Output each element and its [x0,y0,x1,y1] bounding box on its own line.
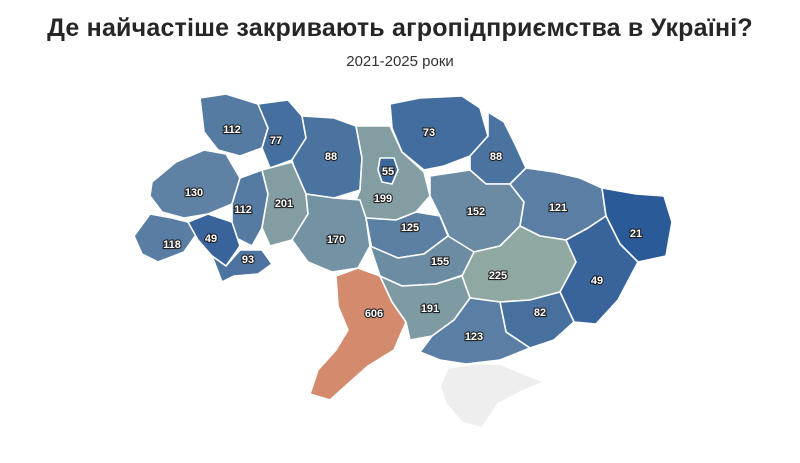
region-label-chernihiv: 73 [423,127,435,139]
region-label-lviv: 130 [185,187,203,199]
region-kherson [419,297,531,365]
region-label-ivano-frankivsk: 49 [205,233,217,245]
region-label-chernivtsi: 93 [242,254,254,266]
region-label-kirovohrad: 155 [431,256,449,268]
region-label-kyiv-oblast: 199 [374,193,392,205]
region-label-mykolaiv: 191 [421,303,439,315]
region-label-kharkiv: 121 [549,202,567,214]
region-label-zakarpattia: 118 [163,239,181,251]
region-lviv [149,149,241,219]
region-donetsk [559,215,639,325]
region-ivano-frankivsk [187,213,241,267]
region-kyiv-city [377,157,399,185]
region-label-rivne: 77 [270,135,282,147]
region-chernivtsi [211,249,273,283]
region-label-luhansk: 21 [630,228,642,240]
region-label-donetsk: 49 [591,275,603,287]
region-label-odesa: 606 [365,308,383,320]
region-label-zaporizhzhia: 82 [534,307,546,319]
region-label-poltava: 152 [467,206,485,218]
region-label-kherson: 123 [465,331,483,343]
region-label-khmelnytskyi: 201 [275,198,293,210]
region-label-dnipropetrovsk: 225 [489,270,507,282]
region-label-ternopil: 112 [234,204,252,216]
region-label-vinnytsia: 170 [327,234,345,246]
region-label-cherkasy: 125 [401,222,419,234]
region-label-kyiv-city: 55 [382,166,394,178]
region-crimea [439,363,545,429]
page-title: Де найчастіше закривають агропідприємств… [47,14,753,42]
page-subtitle: 2021-2025 роки [346,53,454,70]
region-label-volyn: 112 [223,124,241,136]
region-label-zhytomyr: 88 [325,151,337,163]
region-label-sumy: 88 [490,151,502,163]
